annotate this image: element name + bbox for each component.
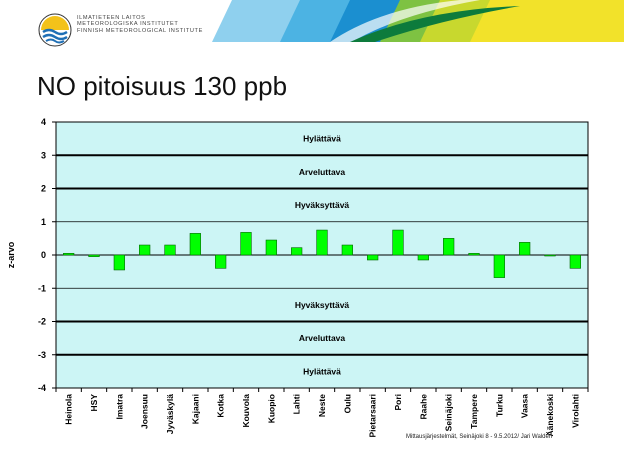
x-tick-label: Tampere xyxy=(469,394,479,429)
y-tick-label: 2 xyxy=(41,184,46,194)
bar-turku xyxy=(493,254,505,278)
y-tick-label: 0 xyxy=(41,250,46,260)
org-name: ILMATIETEEN LAITOS METEOROLOGISKA INSTIT… xyxy=(77,15,203,34)
y-axis-label: z-arvo xyxy=(6,241,16,268)
header-banner xyxy=(212,0,624,42)
y-tick-label: 4 xyxy=(41,117,46,127)
org-name-fi: ILMATIETEEN LAITOS xyxy=(77,15,146,21)
x-tick-label: Seinäjoki xyxy=(444,394,454,431)
x-tick-label: Neste xyxy=(317,394,327,417)
bar-vaasa xyxy=(519,242,531,256)
y-tick-label: -4 xyxy=(38,383,46,393)
x-tick-label: Pori xyxy=(393,394,403,411)
y-tick-label: 3 xyxy=(41,150,46,160)
bar-tampere xyxy=(468,253,480,256)
x-tick-label: Turku xyxy=(494,394,504,417)
bar-oulu xyxy=(341,244,353,256)
x-tick-label: Imatra xyxy=(114,394,124,420)
bar-virolahti xyxy=(569,254,581,269)
bar-imatra xyxy=(113,254,125,271)
zone-label: Hylättävä xyxy=(303,366,341,376)
y-tick-label: 1 xyxy=(41,217,46,227)
bar-raahe xyxy=(417,254,429,261)
bar-kajaani xyxy=(189,233,201,256)
x-tick-label: Raahe xyxy=(418,394,428,420)
page-title: NO pitoisuus 130 ppb xyxy=(37,71,288,101)
org-name-en: FINNISH METEOROLOGICAL INSTITUTE xyxy=(77,27,203,34)
x-tick-label: Heinola xyxy=(64,394,74,425)
zone-label: Hylättävä xyxy=(303,134,341,144)
x-tick-label: Kuopio xyxy=(266,394,276,423)
x-tick-label: Joensuu xyxy=(140,394,150,429)
y-tick-label: -3 xyxy=(38,350,46,360)
slide-header: ILMATIETEEN LAITOS METEOROLOGISKA INSTIT… xyxy=(0,0,624,48)
x-tick-label: Oulu xyxy=(342,394,352,413)
bar-heinola xyxy=(63,253,75,256)
bar-kotka xyxy=(215,254,227,269)
x-tick-label: Pietarsaari xyxy=(368,394,378,437)
zone-label: Hyväksyttävä xyxy=(295,300,350,310)
x-tick-label: HSY xyxy=(89,394,99,412)
bar-joensuu xyxy=(139,244,151,256)
bar-pietarsaari xyxy=(367,254,379,261)
x-tick-label: Kouvola xyxy=(241,394,251,428)
x-tick-label: Kotka xyxy=(216,394,226,418)
x-tick-label: Lahti xyxy=(292,394,302,414)
org-name-sv: METEOROLOGISKA INSTITUTET xyxy=(77,21,179,28)
y-tick-label: -2 xyxy=(38,317,46,327)
x-tick-label: Jyväskylä xyxy=(165,394,175,434)
x-tick-label: Äänekoski xyxy=(545,394,555,437)
x-tick-label: Virolahti xyxy=(570,394,580,428)
x-tick-label: Vaasa xyxy=(520,394,530,418)
z-score-bar-chart: Hylättävä Arveluttava Hyväksyttävä Hyväksyt… xyxy=(6,117,589,437)
bar-jyväskylä xyxy=(164,244,176,256)
bar-hsy xyxy=(88,254,100,257)
footer-note: Mittausjärjestelmät, Seinäjoki 8 - 9.5.2… xyxy=(406,434,553,440)
zone-label: Arveluttava xyxy=(299,167,346,177)
bar-kuopio xyxy=(265,239,277,256)
bar-seinäjoki xyxy=(443,238,455,256)
y-tick-label: -1 xyxy=(38,283,46,293)
bar-neste xyxy=(316,229,328,256)
x-tick-label: Kajaani xyxy=(190,394,200,424)
fmi-logo-icon xyxy=(38,13,72,47)
bar-kouvola xyxy=(240,232,252,256)
bar-pori xyxy=(392,229,404,256)
zone-label: Hyväksyttävä xyxy=(295,200,350,210)
zone-label: Arveluttava xyxy=(299,333,346,343)
bar-äänekoski xyxy=(544,254,556,257)
bar-lahti xyxy=(291,247,303,256)
